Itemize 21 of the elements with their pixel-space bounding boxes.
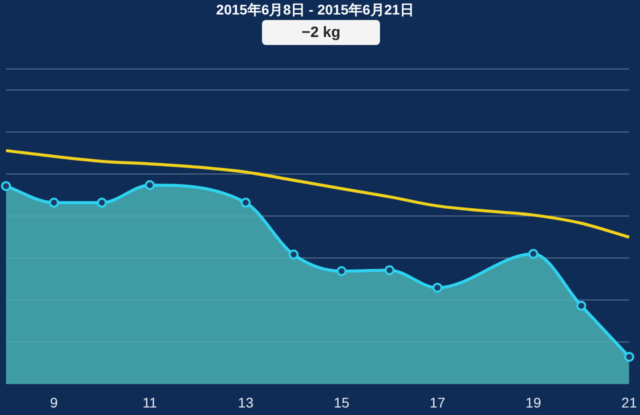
- point: [96, 198, 107, 208]
- x-tick-label: 13: [238, 394, 254, 410]
- point: [624, 352, 634, 362]
- point: [144, 180, 155, 190]
- text: −2 kg: [262, 20, 380, 45]
- point: [336, 266, 347, 276]
- x-tick-label: 17: [430, 394, 446, 410]
- point: [432, 282, 442, 293]
- x-tick-label: 21: [621, 394, 638, 410]
- x-tick-label: 9: [50, 394, 58, 410]
- x-tick-label: 15: [334, 394, 350, 410]
- point: [1, 181, 11, 192]
- x-tick-label: 11: [142, 394, 158, 410]
- point: [288, 250, 299, 260]
- point: [240, 198, 251, 208]
- point: [528, 248, 538, 259]
- point: [384, 265, 395, 276]
- point: [576, 300, 586, 311]
- point: [48, 198, 59, 208]
- x-tick-label: 19: [526, 394, 542, 410]
- chart-title: 2015年6月8日 - 2015年6月21日: [216, 1, 414, 18]
